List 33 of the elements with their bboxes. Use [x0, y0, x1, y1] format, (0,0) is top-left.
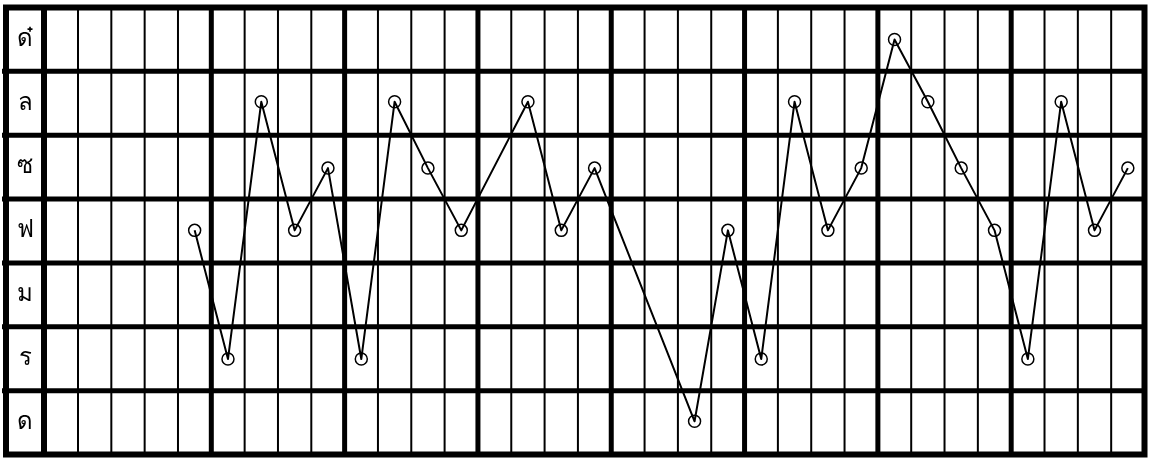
point	[354, 352, 369, 366]
point	[1087, 223, 1102, 238]
point	[321, 161, 335, 175]
point	[754, 352, 768, 366]
point	[1121, 161, 1135, 175]
point	[187, 223, 202, 238]
point	[387, 94, 402, 109]
point	[821, 223, 835, 238]
point	[854, 161, 868, 175]
text: ด๋	[17, 23, 33, 52]
text: ร	[18, 342, 32, 371]
point	[587, 161, 602, 175]
point	[721, 223, 735, 238]
point	[254, 94, 269, 109]
point	[287, 223, 302, 238]
point	[921, 94, 935, 109]
text: ด	[17, 406, 33, 435]
point	[887, 32, 902, 47]
text: ฟ	[16, 215, 34, 244]
point	[421, 161, 435, 175]
point	[221, 352, 235, 366]
point	[787, 94, 802, 109]
point	[521, 94, 535, 109]
point	[1021, 352, 1035, 366]
point	[954, 161, 968, 175]
text: ม	[17, 279, 33, 308]
point	[1054, 94, 1068, 109]
point	[687, 414, 702, 429]
point	[554, 223, 569, 238]
point	[454, 223, 469, 238]
point	[987, 223, 1002, 238]
text: ล	[17, 87, 33, 116]
text: ซ	[17, 151, 33, 180]
